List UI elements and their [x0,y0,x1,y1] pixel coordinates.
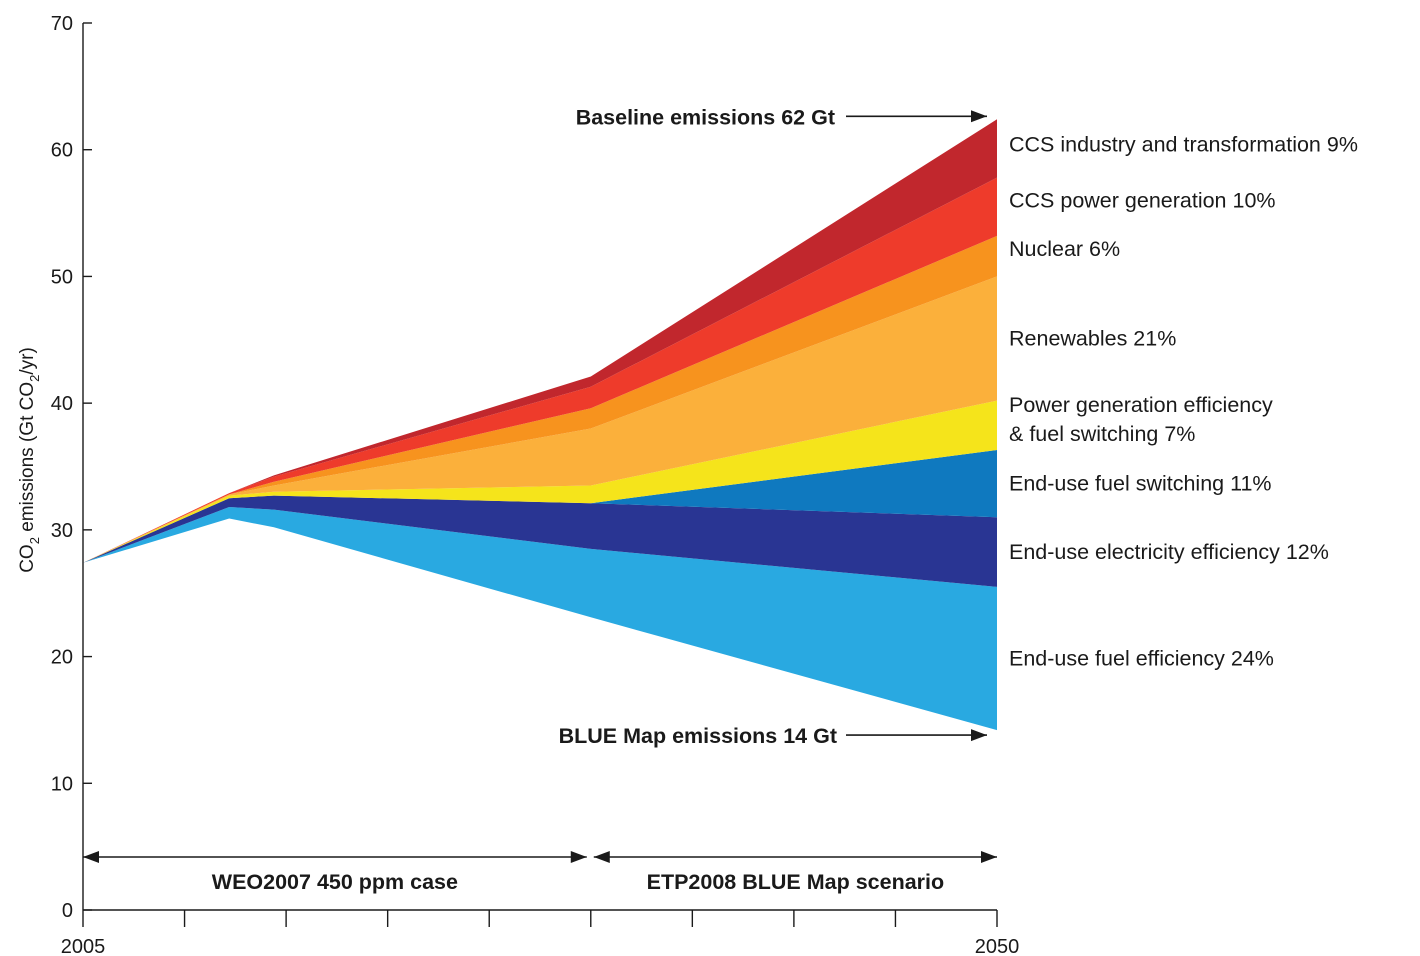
wedge-label-nuclear-6: Nuclear 6% [1009,237,1120,261]
y-tick-label: 10 [51,773,73,795]
wedge-label-ccs-industry-and-transformation-9: CCS industry and transformation 9% [1009,132,1358,156]
wedge-label-end-use-fuel-switching-11: End-use fuel switching 11% [1009,472,1272,496]
wedge-label-renewables-21: Renewables 21% [1009,327,1176,351]
period2-arrow-head-right [981,851,997,863]
y-tick-label: 50 [51,266,73,288]
y-tick-label: 0 [62,900,73,922]
wedge-labels: End-use fuel efficiency 24% End-use elect… [1009,132,1358,670]
period2-arrow-head-left [593,851,610,863]
baseline-arrow-head-right [971,110,987,123]
wedge-end-use-fuel-switching-11 [83,450,997,563]
period1-arrow-head-right [570,851,587,863]
wedge-label-ccs-power-generation-10: CCS power generation 10% [1009,189,1276,213]
y-tick-label: 70 [51,13,73,35]
bluemap-emissions-label: BLUE Map emissions 14 Gt [559,724,837,748]
wedge-label-power-generation-efficiency-fuel-switching-7: Power generation efficiency [1009,393,1273,417]
wedge-ccs-power-generation-10 [83,177,997,563]
wedge-end-use-electricity-efficiency-12 [83,495,997,587]
wedge-areas [83,119,997,731]
y-axis-label: CO2 emissions (Gt CO2/yr) [17,347,42,573]
period1-arrow-head-left [83,851,99,863]
annotations: Baseline emissions 62 Gt BLUE Map emissio… [83,105,997,894]
bluemap-arrow-head-right [971,729,987,742]
period2-label: ETP2008 BLUE Map scenario [647,870,945,894]
x-tick-label: 2005 [61,936,106,956]
y-tick-label: 30 [51,520,73,542]
baseline-emissions-label: Baseline emissions 62 Gt [576,105,835,129]
y-tick-label: 60 [51,140,73,162]
period1-label: WEO2007 450 ppm case [212,870,458,894]
wedge-renewables-21 [83,276,997,563]
wedge-label-end-use-fuel-efficiency-24: End-use fuel efficiency 24% [1009,646,1274,670]
wedge-end-use-fuel-efficiency-24 [83,507,997,731]
y-tick-label: 40 [51,393,73,415]
x-tick-label: 2050 [975,936,1020,956]
axes: 0 10 20 30 40 50 60 70 2005 2050 [51,13,1020,956]
wedge-label-power-generation-efficiency-fuel-switching-7: & fuel switching 7% [1009,422,1195,446]
y-tick-label: 20 [51,647,73,669]
wedge-label-end-use-electricity-efficiency-12: End-use electricity efficiency 12% [1009,540,1329,564]
